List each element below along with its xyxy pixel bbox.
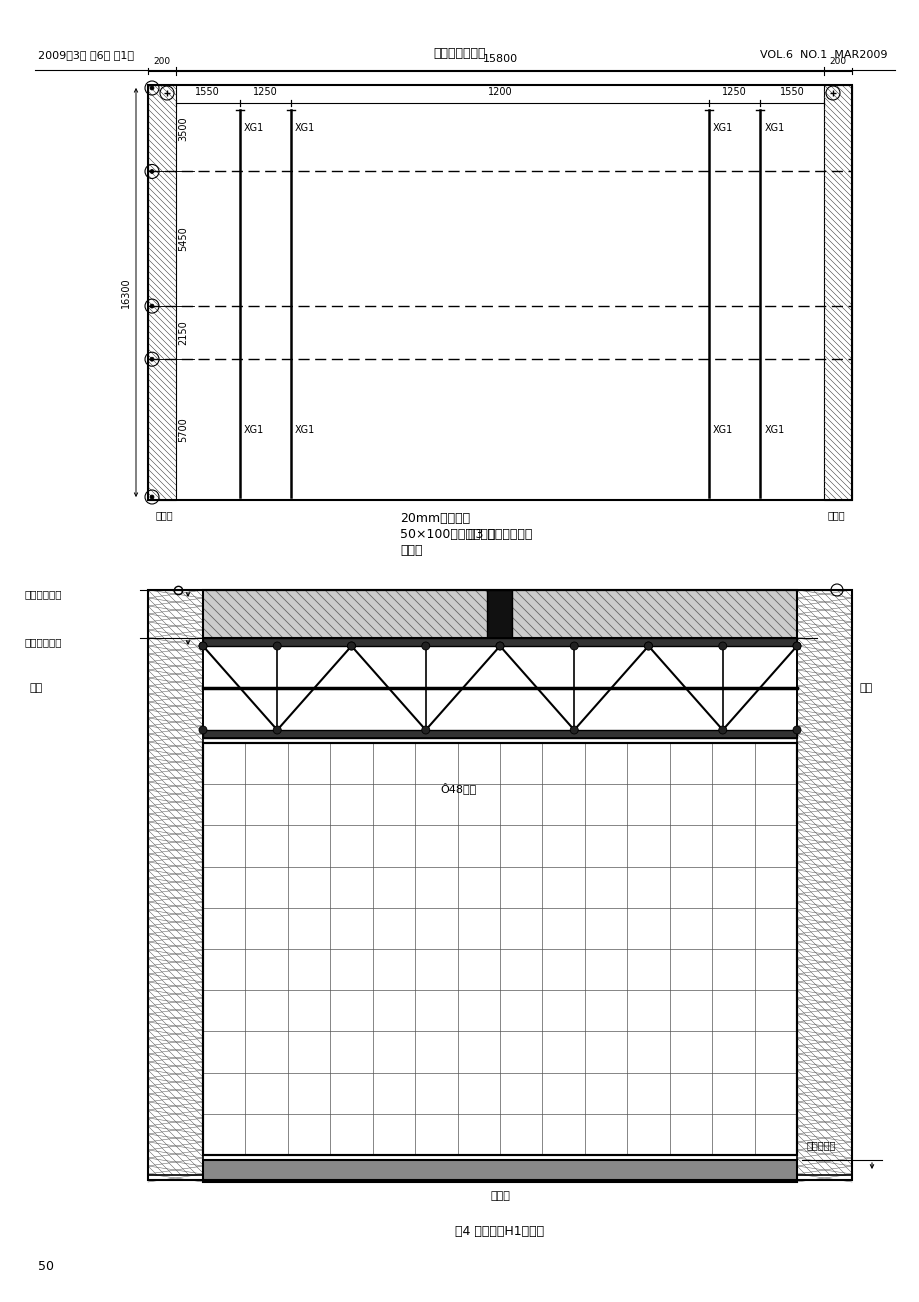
Circle shape	[347, 642, 355, 650]
Text: 200: 200	[153, 57, 170, 66]
Text: Ô48钉管: Ô48钉管	[439, 783, 476, 794]
Circle shape	[792, 642, 800, 650]
Text: XG1: XG1	[244, 124, 264, 133]
Circle shape	[792, 727, 800, 734]
Circle shape	[644, 642, 652, 650]
Text: 图3 下弦架布置图: 图3 下弦架布置图	[467, 529, 531, 542]
Text: 剪力墙: 剪力墙	[155, 510, 173, 519]
Circle shape	[199, 727, 207, 734]
Text: 托架: 托架	[30, 684, 43, 693]
Bar	[148, 590, 851, 1180]
Circle shape	[495, 642, 504, 650]
Circle shape	[421, 727, 429, 734]
Bar	[203, 743, 796, 1155]
Circle shape	[199, 642, 207, 650]
Text: 1250: 1250	[253, 87, 278, 98]
Text: 2150: 2150	[177, 320, 187, 345]
Text: 20mm厕木模板: 20mm厕木模板	[400, 512, 470, 525]
Text: 1550: 1550	[779, 87, 804, 98]
Text: XG1: XG1	[712, 424, 732, 435]
Text: XG1: XG1	[244, 424, 264, 435]
Text: 托梁: 托梁	[859, 684, 872, 693]
Text: XG1: XG1	[294, 124, 314, 133]
Text: 楼地面: 楼地面	[490, 1191, 509, 1200]
Text: 5450: 5450	[177, 227, 187, 251]
Bar	[823, 85, 851, 500]
Circle shape	[150, 357, 153, 361]
Circle shape	[199, 642, 207, 650]
Text: 1550: 1550	[195, 87, 220, 98]
Circle shape	[150, 86, 153, 90]
Bar	[148, 85, 176, 500]
Bar	[203, 590, 796, 638]
Circle shape	[347, 642, 355, 650]
Bar	[487, 590, 512, 638]
Circle shape	[150, 305, 153, 309]
Text: 剪力墙: 剪力墙	[826, 510, 844, 519]
Text: 16300: 16300	[121, 277, 130, 307]
Circle shape	[273, 642, 281, 650]
Bar	[203, 1160, 796, 1182]
Text: 转换层面标高: 转换层面标高	[25, 589, 62, 599]
Text: 1200: 1200	[487, 87, 512, 98]
Circle shape	[644, 642, 652, 650]
Bar	[203, 730, 796, 738]
Bar	[148, 85, 851, 500]
Text: XG1: XG1	[712, 124, 732, 133]
Circle shape	[150, 495, 153, 499]
Text: 50: 50	[38, 1260, 54, 1273]
Text: 钉桦架面标高: 钉桦架面标高	[25, 637, 62, 647]
Bar	[203, 590, 796, 638]
Text: 200: 200	[829, 57, 845, 66]
Text: 楼地面标高: 楼地面标高	[806, 1141, 835, 1150]
Text: 后浇带: 后浇带	[400, 544, 422, 557]
Circle shape	[570, 727, 578, 734]
Text: 15800: 15800	[482, 53, 517, 64]
Text: 5700: 5700	[177, 417, 187, 441]
Text: 50×100木枳立放满铺: 50×100木枳立放满铺	[400, 529, 494, 542]
Bar	[203, 638, 796, 738]
Circle shape	[495, 642, 504, 650]
Text: XG1: XG1	[764, 424, 784, 435]
Bar	[796, 590, 851, 1174]
Circle shape	[570, 642, 578, 650]
Bar	[148, 590, 203, 1174]
Text: XG1: XG1	[294, 424, 314, 435]
Text: 3500: 3500	[177, 116, 187, 141]
Bar	[203, 743, 796, 1155]
Text: XG1: XG1	[764, 124, 784, 133]
Text: 1250: 1250	[721, 87, 746, 98]
Circle shape	[718, 727, 726, 734]
Text: 深圳土木与建筑: 深圳土木与建筑	[433, 47, 486, 60]
Text: 2009年3月 第6卷 第1期: 2009年3月 第6卷 第1期	[38, 49, 134, 60]
Bar	[203, 638, 796, 646]
Circle shape	[421, 642, 429, 650]
Circle shape	[273, 727, 281, 734]
Circle shape	[150, 169, 153, 173]
Circle shape	[718, 642, 726, 650]
Text: 图4 单品桁架H1大样图: 图4 单品桁架H1大样图	[455, 1225, 544, 1238]
Text: VOL.6  NO.1  MAR2009: VOL.6 NO.1 MAR2009	[760, 49, 887, 60]
Circle shape	[792, 642, 800, 650]
